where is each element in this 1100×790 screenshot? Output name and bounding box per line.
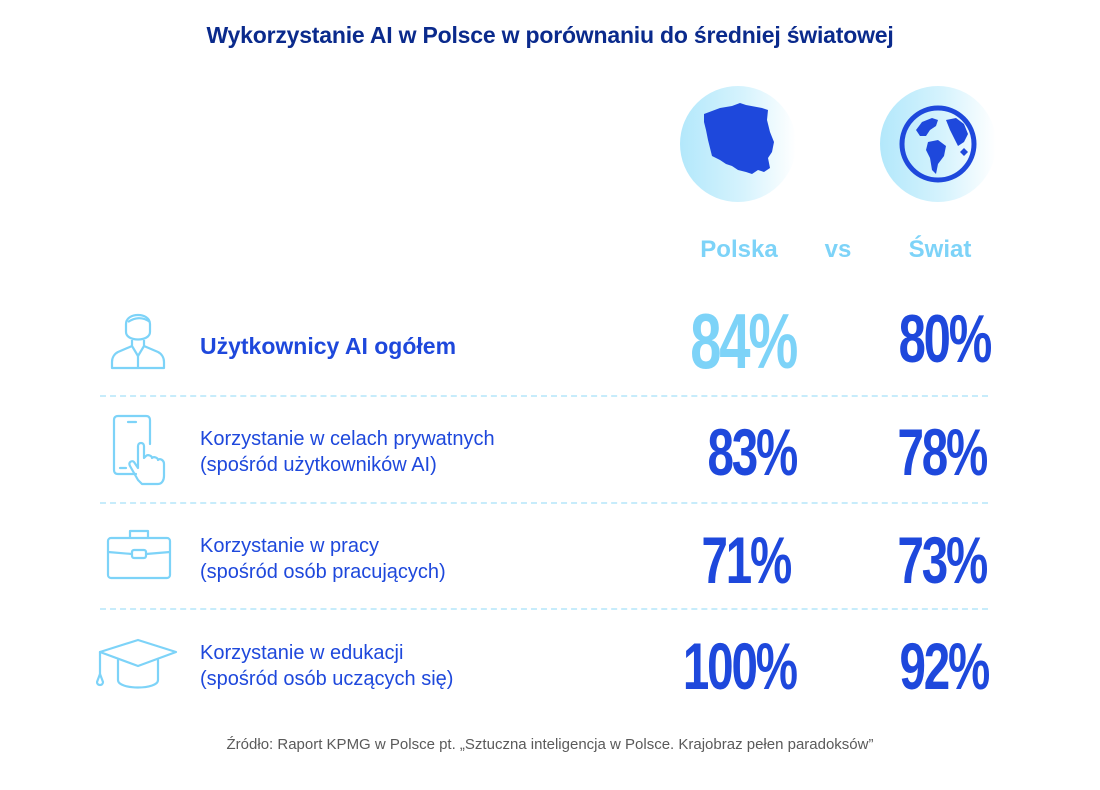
user-icon	[110, 313, 166, 370]
value-polska-education: 100%	[683, 629, 798, 703]
row-label-work-line1: Korzystanie w pracy	[200, 535, 379, 557]
value-polska-private: 83%	[707, 415, 798, 489]
row-label-education-line2: (spośród osób uczących się)	[200, 668, 454, 690]
value-swiat-users: 80%	[898, 301, 992, 377]
row-label-users: Użytkownicy AI ogółem	[200, 333, 457, 359]
row-label-education-line1: Korzystanie w edukacji	[200, 642, 404, 664]
graduation-cap-icon	[96, 638, 178, 689]
value-swiat-education: 92%	[899, 629, 990, 703]
source-note: Źródło: Raport KPMG w Polsce pt. „Sztucz…	[226, 736, 874, 753]
poland-circle	[680, 86, 796, 202]
world-circle	[880, 86, 996, 202]
row-label-education: Korzystanie w edukacji (spośród osób ucz…	[200, 640, 453, 692]
briefcase-icon	[106, 529, 172, 580]
row-label-work-line2: (spośród osób pracujących)	[200, 561, 446, 583]
row-label-private-line2: (spośród użytkowników AI)	[200, 454, 437, 476]
value-polska-work: 71%	[701, 523, 792, 597]
value-swiat-work: 73%	[897, 523, 988, 597]
column-label-polska: Polska	[700, 236, 778, 263]
column-label-swiat: Świat	[908, 236, 972, 263]
row-label-private-line1: Korzystanie w celach prywatnych	[200, 428, 495, 450]
page-title: Wykorzystanie AI w Polsce w porównaniu d…	[206, 22, 894, 48]
poland-map-icon	[704, 103, 774, 174]
globe-icon	[899, 105, 977, 183]
row-label-private: Korzystanie w celach prywatnych (spośród…	[200, 426, 495, 478]
row-divider	[100, 502, 988, 504]
row-label-work: Korzystanie w pracy (spośród osób pracuj…	[200, 533, 446, 585]
value-swiat-private: 78%	[897, 415, 988, 489]
row-divider	[100, 395, 988, 397]
value-polska-users: 84%	[690, 297, 798, 385]
vs-label: vs	[824, 236, 852, 263]
row-divider	[100, 608, 988, 610]
smartphone-touch-icon	[112, 414, 166, 486]
